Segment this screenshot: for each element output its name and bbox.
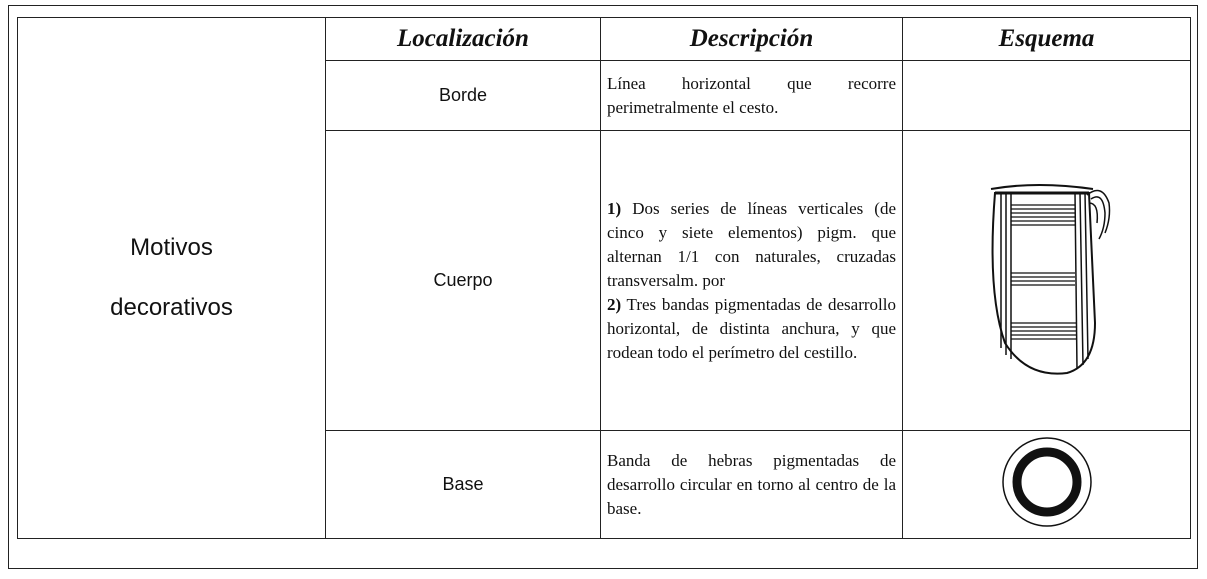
schema bbox=[902, 130, 1191, 431]
description: 1) Dos series de líneas verticales (de c… bbox=[600, 130, 903, 431]
header-cell: Esquema bbox=[902, 17, 1191, 61]
description-text: Línea horizontal que recorre perimetralm… bbox=[607, 73, 896, 117]
description: Línea horizontal que recorre perimetralm… bbox=[600, 60, 903, 131]
frame bbox=[8, 5, 1198, 569]
motifs-table: Motivos decorativos Localización Descrip… bbox=[17, 17, 1191, 539]
description-paragraph: 1) Dos series de líneas verticales (de c… bbox=[607, 197, 896, 293]
group-label: Motivos bbox=[130, 234, 213, 261]
base-drawing bbox=[1001, 437, 1092, 527]
header-cell: Descripción bbox=[600, 17, 903, 61]
item-number: 1) bbox=[607, 198, 622, 218]
group-label: decorativos bbox=[110, 294, 233, 321]
schema bbox=[902, 430, 1191, 539]
group-cell: Motivos decorativos bbox=[17, 17, 326, 539]
description-text: Banda de hebras pigmentadas de desarroll… bbox=[607, 450, 896, 518]
description-paragraph: Banda de hebras pigmentadas de desarroll… bbox=[607, 449, 896, 521]
description-paragraph: Línea horizontal que recorre perimetralm… bbox=[607, 72, 896, 120]
location: Base bbox=[325, 430, 601, 539]
header-cell: Localización bbox=[325, 17, 601, 61]
basket-drawing bbox=[990, 184, 1110, 375]
description-paragraph: 2) Tres bandas pigmentadas de desarrollo… bbox=[607, 293, 896, 365]
location: Cuerpo bbox=[325, 130, 601, 431]
description-text: Dos series de líneas verticales (de cinc… bbox=[607, 198, 896, 290]
description: Banda de hebras pigmentadas de desarroll… bbox=[600, 430, 903, 539]
item-number: 2) bbox=[607, 294, 622, 314]
location: Borde bbox=[325, 60, 601, 131]
schema bbox=[902, 60, 1191, 131]
description-text: Tres bandas pigmentadas de desarrollo ho… bbox=[607, 294, 896, 362]
